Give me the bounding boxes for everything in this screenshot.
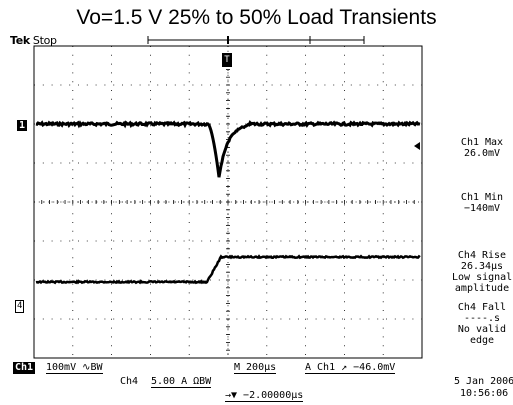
ch1-scale: 100mV ∿BW [46,362,103,374]
measurement-line: Ch4 Rise [457,250,507,261]
trigger-position-icon: T [222,53,232,67]
date-time-readout: 5 Jan 2006 10:56:06 [454,376,513,400]
horizontal-position-readout: →▼ −2.00000µs [225,390,304,402]
ch1-label: Ch1 [13,362,36,374]
trigger-readout: A Ch1 ↗ −46.0mV [305,362,396,374]
page-title: Vo=1.5 V 25% to 50% Load Transients [76,6,437,29]
measurement-line: edge [469,335,495,346]
horizontal-position-text: →▼ −2.00000µs [225,390,304,402]
measurement-line: Ch4 Fall [457,302,507,313]
measurement-line: Ch1 Min [460,192,504,203]
measurement-line: amplitude [454,283,510,294]
measurement-ch4-fall: Ch4 Fall ----.s No valid edge [452,302,512,346]
trigger-level-marker-icon [414,142,420,150]
ch1-ground-marker: 1 [17,120,28,131]
ch4-trace [35,254,421,285]
ch1-trace [35,119,421,178]
timebase-readout: M 200µs [234,362,277,374]
acquisition-status: Stop [32,34,57,47]
ch4-scale-text: 5.00 A ΩBW [151,376,212,388]
graticule [33,45,423,359]
measurement-ch1-min: Ch1 Min −140mV [452,192,512,214]
ch4-label: Ch4 [120,376,139,387]
trigger-text: A Ch1 ↗ −46.0mV [305,362,396,374]
ch1-scale-text: 100mV ∿BW [46,362,103,374]
measurement-line: Ch1 Max [460,137,504,148]
measurement-line: No valid [457,324,507,335]
timebase-text: M 200µs [234,362,277,374]
measurement-ch1-max: Ch1 Max 26.0mV [452,137,512,159]
measurement-line: 26.0mV [463,148,501,159]
measurement-line: 26.34µs [460,261,504,272]
time-text: 10:56:06 [460,388,509,399]
brand-logo: Tek [10,34,30,47]
scope-brand: Tek Stop [10,34,57,47]
measurement-ch4-rise: Ch4 Rise 26.34µs Low signal amplitude [452,250,512,294]
ch4-scale: 5.00 A ΩBW [151,376,212,388]
measurement-line: −140mV [463,203,501,214]
date-text: 5 Jan 2006 [454,376,513,387]
measurement-line: Low signal [452,272,513,283]
ch4-ground-marker: 4 [15,300,25,313]
record-bar [147,36,365,44]
measurement-line: ----.s [463,313,501,324]
